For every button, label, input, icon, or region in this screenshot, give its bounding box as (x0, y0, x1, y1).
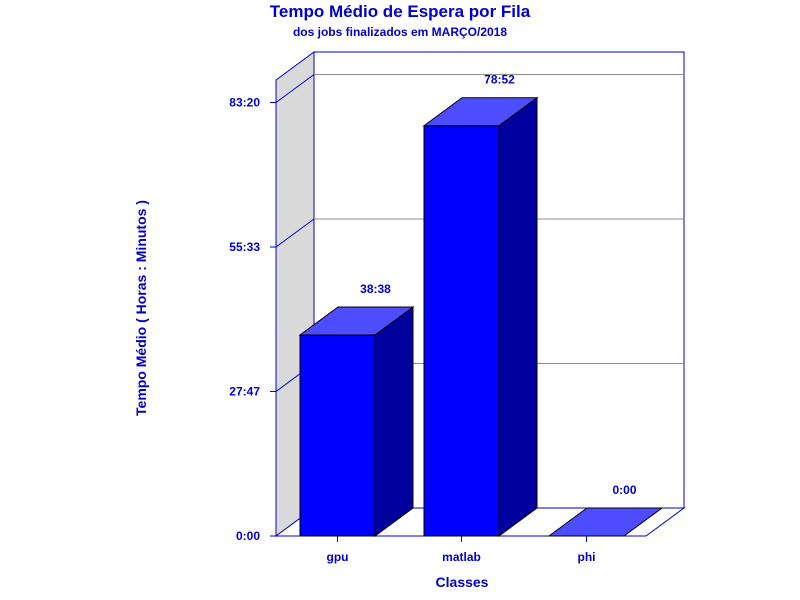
bar-side (374, 306, 414, 537)
gridline-side (275, 218, 315, 248)
bar-top (547, 507, 664, 537)
data-label: 38:38 (360, 282, 391, 296)
chart-subtitle: dos jobs finalizados em MARÇO/2018 (293, 25, 507, 39)
x-axis-title: Classes (436, 574, 489, 590)
y-tick-label: 27:47 (229, 384, 260, 398)
bar-matlab: 78:52 (422, 73, 539, 537)
chart-title: Tempo Médio de Espera por Fila (270, 2, 531, 21)
gridline-side (275, 74, 315, 103)
x-tick-label: phi (578, 550, 596, 564)
bar-top (298, 306, 415, 336)
data-label: 78:52 (484, 73, 515, 87)
bar-phi: 0:00 (547, 483, 664, 537)
y-tick-label: 83:20 (229, 96, 260, 110)
x-tick-label: gpu (327, 550, 349, 564)
y-axis-title: Tempo Médio ( Horas : Minutos ) (133, 200, 149, 416)
data-label: 0:00 (612, 483, 636, 497)
bar-front (423, 125, 500, 537)
bar-side (498, 96, 538, 537)
bar-top (422, 97, 539, 127)
y-tick-label: 0:00 (236, 529, 260, 543)
bar-gpu: 38:38 (298, 282, 415, 537)
y-tick-label: 55:33 (229, 240, 260, 254)
bar-front (299, 334, 376, 537)
x-tick-label: matlab (442, 550, 481, 564)
